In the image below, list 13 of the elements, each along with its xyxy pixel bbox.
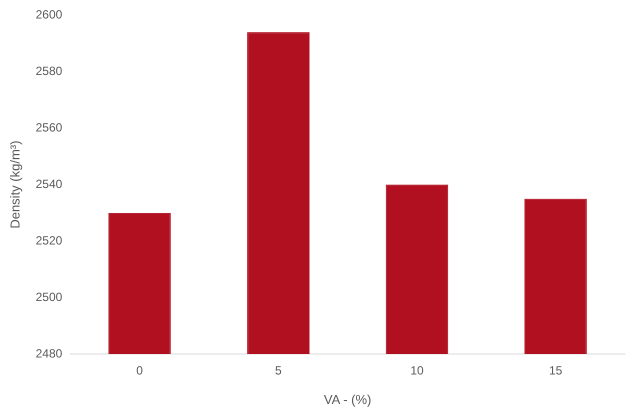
- x-tick-label: 5: [274, 364, 282, 378]
- y-tick-label: 2520: [36, 233, 63, 248]
- x-axis-title: VA - (%): [324, 392, 372, 407]
- y-tick-label: 2600: [36, 8, 63, 22]
- y-tick-label: 2500: [36, 290, 63, 304]
- x-tick-label: 0: [136, 364, 144, 378]
- x-tick-label: 10: [410, 364, 424, 378]
- x-tick-label: 15: [548, 364, 563, 378]
- y-tick-label: 2580: [36, 64, 63, 78]
- y-tick-label: 2540: [36, 176, 63, 191]
- y-tick-label: 2560: [36, 120, 63, 134]
- y-axis-title: Density (kg/m³): [7, 140, 22, 229]
- y-tick-label: 2480: [36, 346, 63, 360]
